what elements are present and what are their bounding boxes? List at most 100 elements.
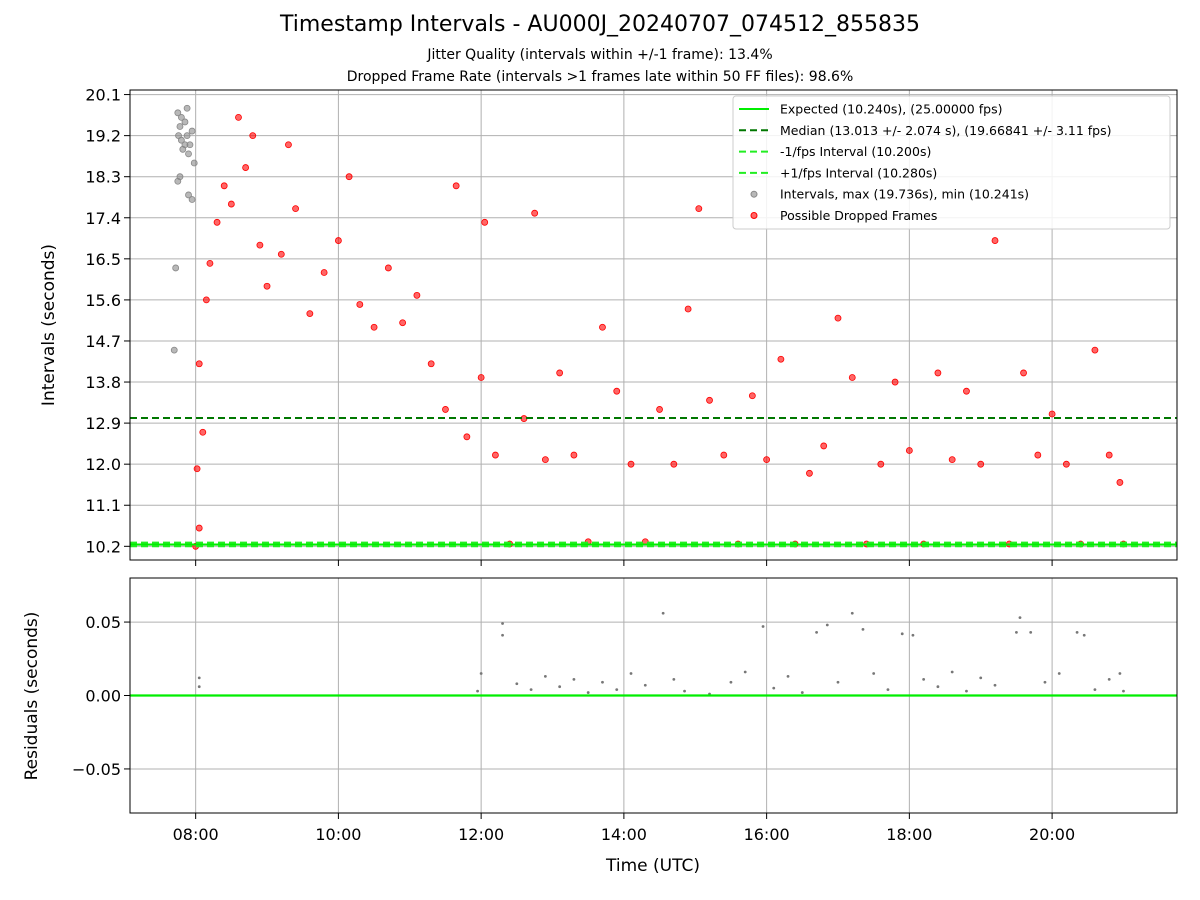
dropped-frame-point xyxy=(695,205,703,213)
dropped-frame-point xyxy=(748,392,756,400)
residual-point xyxy=(661,611,665,615)
residual-point xyxy=(1018,616,1022,620)
dropped-frame-point xyxy=(235,113,242,121)
legend-label: -1/fps Interval (10.200s) xyxy=(780,144,931,159)
legend-label: Expected (10.240s), (25.00000 fps) xyxy=(780,102,1002,117)
residual-point xyxy=(772,686,776,690)
interval-point xyxy=(190,159,198,167)
residual-point xyxy=(850,611,854,615)
residual-point xyxy=(911,633,915,637)
dropped-frame-point xyxy=(492,451,499,459)
residual-point xyxy=(629,672,633,675)
dropped-frame-point xyxy=(820,442,828,450)
dropped-frame-point xyxy=(684,305,692,313)
dropped-frame-point xyxy=(249,132,257,140)
dropped-frame-point xyxy=(277,250,285,258)
dropped-frame-point xyxy=(356,301,364,308)
interval-point xyxy=(172,264,180,272)
residual-point xyxy=(615,688,619,692)
dropped-frame-point xyxy=(213,218,221,226)
residual-point xyxy=(1082,633,1086,637)
dropped-frame-point xyxy=(202,296,210,304)
dropped-frame-point xyxy=(292,205,299,213)
dropped-frame-point xyxy=(285,141,292,149)
interval-point xyxy=(170,346,178,354)
residual-point xyxy=(936,685,940,689)
residual-point xyxy=(572,677,576,681)
dropped-frame-point xyxy=(220,182,228,190)
dropped-frame-point xyxy=(442,406,449,413)
dropped-frame-point xyxy=(1105,451,1113,459)
residual-point xyxy=(476,689,479,693)
dropped-frame-point xyxy=(195,524,203,532)
legend-label: +1/fps Interval (10.280s) xyxy=(780,165,937,180)
residual-point xyxy=(1029,630,1033,634)
dropped-frame-point xyxy=(399,319,407,327)
intervals-y-tick-label: 18.3 xyxy=(85,168,121,187)
interval-point xyxy=(174,109,182,117)
intervals-y-tick-label: 12.0 xyxy=(85,455,121,474)
dropped-frame-point xyxy=(656,406,663,413)
interval-point xyxy=(176,123,184,130)
dropped-frame-point xyxy=(541,456,549,464)
residual-point xyxy=(672,677,676,681)
interval-point xyxy=(175,132,182,140)
dropped-frame-point xyxy=(463,433,471,441)
residual-point xyxy=(786,675,790,678)
dropped-frame-point xyxy=(905,447,913,454)
dropped-frame-point xyxy=(763,456,771,464)
interval-point xyxy=(185,150,192,158)
residual-point xyxy=(922,677,926,681)
residual-point xyxy=(965,689,968,693)
dropped-frame-point xyxy=(195,360,203,368)
legend-label: Intervals, max (19.736s), min (10.241s) xyxy=(780,187,1029,202)
legend-label: Possible Dropped Frames xyxy=(780,208,937,223)
residual-point xyxy=(501,622,504,625)
dropped-frame-point xyxy=(877,460,885,468)
residual-point xyxy=(197,685,201,689)
intervals-y-axis-label: Intervals (seconds) xyxy=(39,244,59,406)
dropped-frame-point xyxy=(806,469,813,477)
residual-point xyxy=(479,672,483,675)
dropped-frame-point xyxy=(1091,346,1099,354)
x-tick-label: 14:00 xyxy=(601,825,647,844)
x-tick-label: 10:00 xyxy=(315,825,361,844)
dropped-frame-point xyxy=(834,314,842,322)
interval-point xyxy=(181,118,189,126)
dropped-frame-point xyxy=(720,451,728,459)
residual-point xyxy=(1043,680,1047,684)
residual-point xyxy=(815,630,818,634)
legend-marker-swatch xyxy=(750,212,758,219)
residual-point xyxy=(800,691,804,694)
dropped-frame-point xyxy=(242,164,250,171)
residuals-ticks: 08:00 10:00 12:00 14:00 16:00 18:00 20:00 0.05 0… xyxy=(72,613,1075,844)
residuals-y-tick-label: 0.05 xyxy=(85,613,121,632)
residual-point xyxy=(501,633,504,637)
dropped-frame-point xyxy=(306,310,314,317)
intervals-y-tick-label: 15.6 xyxy=(85,291,121,310)
dropped-frame-rate-subtitle: Dropped Frame Rate (intervals >1 frames … xyxy=(346,69,854,85)
residual-point xyxy=(743,670,747,674)
dropped-frame-point xyxy=(556,369,564,377)
residuals-y-tick-label: 0.00 xyxy=(85,687,121,706)
x-tick-label: 12:00 xyxy=(458,825,504,844)
residual-point xyxy=(979,676,983,680)
dropped-frame-point xyxy=(320,269,328,276)
interval-point xyxy=(177,113,185,121)
dropped-frame-point xyxy=(1116,479,1124,486)
dropped-frame-point xyxy=(256,241,264,249)
dropped-frame-point xyxy=(370,323,378,331)
x-axis-label: Time (UTC) xyxy=(605,856,700,876)
intervals-y-tick-label: 19.2 xyxy=(85,127,121,146)
residuals-y-tick-label: −0.05 xyxy=(72,760,121,779)
residual-point xyxy=(643,683,647,687)
interval-point xyxy=(176,173,184,181)
dropped-frame-point xyxy=(1062,460,1070,468)
residual-point xyxy=(861,628,865,631)
dropped-frame-point xyxy=(948,456,956,464)
dropped-frame-point xyxy=(670,460,678,468)
residuals-y-axis-label: Residuals (seconds) xyxy=(22,612,42,781)
residual-point xyxy=(683,689,686,693)
residual-point xyxy=(1015,630,1018,634)
